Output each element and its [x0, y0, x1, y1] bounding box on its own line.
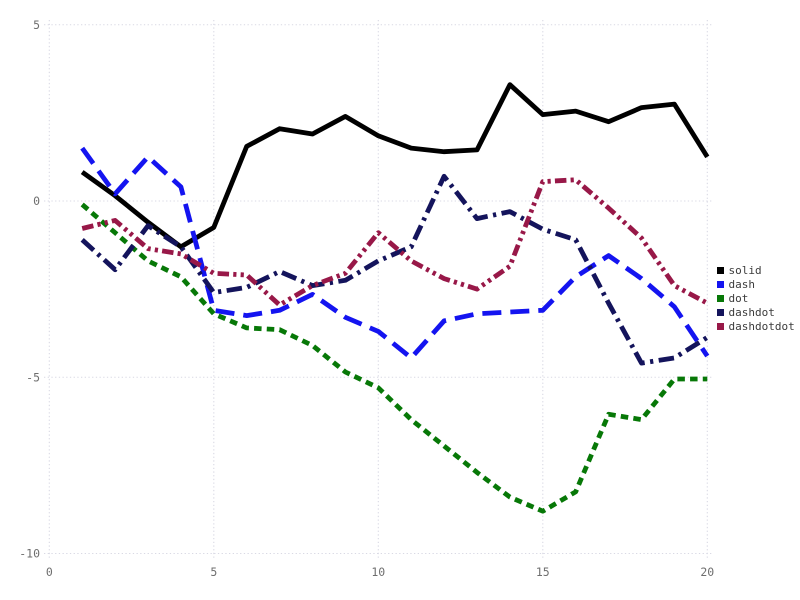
- legend-swatch-dash: [717, 281, 724, 288]
- x-tick-label: 5: [210, 565, 217, 579]
- series-line-solid: [80, 82, 710, 250]
- y-tick-label: 0: [33, 194, 40, 208]
- y-tick-label: 5: [33, 18, 40, 32]
- x-tick-label: 0: [46, 565, 53, 579]
- legend-swatch-solid: [717, 267, 724, 274]
- series-line-dot: [80, 202, 708, 514]
- legend-label-dot: dot: [729, 292, 749, 305]
- y-tick-label: -10: [19, 547, 40, 561]
- series-line-dashdot: [80, 173, 709, 366]
- legend-swatch-dashdot: [717, 309, 724, 316]
- y-tick-label: -5: [26, 370, 40, 384]
- legend-label-dashdot: dashdot: [729, 306, 775, 319]
- x-tick-label: 20: [700, 565, 714, 579]
- series-line-dashdotdot: [81, 177, 709, 308]
- x-tick-label: 10: [371, 565, 385, 579]
- legend-swatch-dashdotdot: [717, 323, 724, 330]
- series-line-dash: [80, 146, 710, 361]
- x-tick-label: 15: [536, 565, 550, 579]
- legend-label-dashdotdot: dashdotdot: [729, 320, 795, 333]
- legend-label-solid: solid: [729, 264, 762, 277]
- legend-swatch-dot: [717, 295, 724, 302]
- legend-label-dash: dash: [729, 278, 756, 291]
